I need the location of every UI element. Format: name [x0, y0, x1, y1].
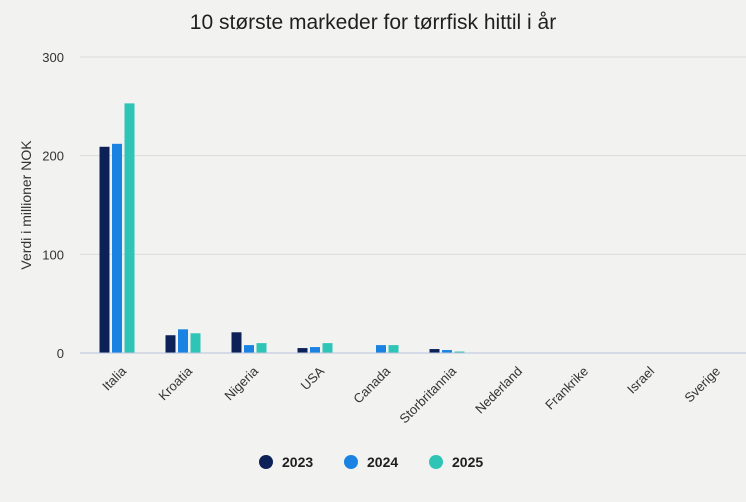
bar-2025-italia[interactable]: [124, 103, 135, 353]
bar-2023-usa[interactable]: [297, 348, 308, 353]
legend[interactable]: 2023 2024 2025: [259, 454, 483, 470]
y-tick-label: 0: [57, 346, 64, 361]
bar-2024-storbritannia[interactable]: [442, 350, 452, 353]
legend-label: 2023: [282, 454, 313, 470]
legend-marker: [344, 455, 358, 469]
bar-2025-storbritannia[interactable]: [454, 351, 465, 353]
x-category-label: Israel: [624, 363, 657, 396]
legend-item-2024[interactable]: 2024: [344, 454, 398, 470]
y-tick-label: 200: [42, 149, 64, 164]
chart-title: 10 største markeder for tørrfisk hittil …: [190, 11, 556, 34]
bar-2024-canada[interactable]: [376, 345, 386, 353]
bar-2023-kroatia[interactable]: [165, 335, 176, 353]
legend-item-2023[interactable]: 2023: [259, 454, 313, 470]
bar-2025-kroatia[interactable]: [190, 333, 201, 353]
legend-label: 2025: [452, 454, 483, 470]
x-category-label: Sverige: [681, 364, 723, 406]
grid-lines: [80, 56, 746, 255]
y-tick-label: 300: [42, 50, 64, 65]
x-category-label: Frankrike: [542, 364, 591, 413]
bar-2024-usa[interactable]: [310, 347, 320, 353]
bar-2024-nigeria[interactable]: [244, 345, 254, 353]
x-category-label: Nigeria: [221, 363, 261, 403]
y-axis-title: Verdi i millioner NOK: [18, 140, 34, 270]
bar-2023-storbritannia[interactable]: [429, 349, 440, 353]
y-tick-label: 100: [42, 247, 64, 262]
legend-marker: [259, 455, 273, 469]
bar-2023-nigeria[interactable]: [231, 332, 242, 353]
x-category-label: Nederland: [472, 364, 525, 417]
x-category-label: Storbritannia: [396, 363, 459, 426]
bars: [99, 103, 729, 353]
bar-2025-nigeria[interactable]: [256, 343, 267, 353]
legend-item-2025[interactable]: 2025: [429, 454, 483, 470]
bar-2025-canada[interactable]: [388, 345, 399, 353]
bar-2024-kroatia[interactable]: [178, 329, 188, 353]
x-category-label: Italia: [99, 363, 130, 394]
x-category-label: Kroatia: [155, 363, 195, 403]
bar-2023-italia[interactable]: [99, 146, 110, 353]
y-axis-ticks: 0 100 200 300: [42, 50, 64, 361]
x-axis-labels: Italia Kroatia Nigeria USA Canada Storbritann…: [99, 363, 723, 426]
x-category-label: Canada: [350, 363, 393, 406]
legend-marker: [429, 455, 443, 469]
x-category-label: USA: [298, 363, 328, 393]
bar-2025-usa[interactable]: [322, 343, 333, 353]
bar-2024-italia[interactable]: [112, 143, 122, 353]
legend-label: 2024: [367, 454, 398, 470]
